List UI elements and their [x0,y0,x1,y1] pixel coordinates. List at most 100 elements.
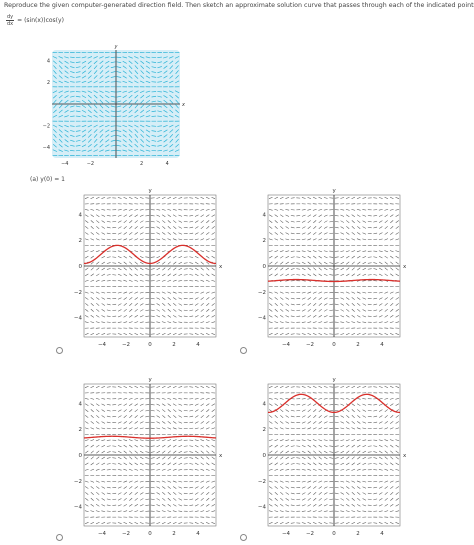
direction-arrow [373,262,378,264]
field-arrow [70,130,75,132]
direction-arrow [313,261,317,265]
field-arrow [122,115,128,118]
direction-arrow [345,250,350,253]
direction-arrow [307,297,311,300]
direction-arrow [134,297,138,300]
direction-arrow [95,250,100,253]
direction-arrow [117,333,122,335]
direction-arrow [123,398,128,400]
direction-arrow [85,267,89,271]
direction-arrow [101,333,106,335]
direction-arrow [367,410,372,412]
direction-arrow [378,486,383,489]
direction-arrow [362,510,367,512]
direction-arrow [173,492,177,495]
direction-arrow [90,491,94,495]
field-arrow [58,65,63,70]
direction-arrow [307,522,312,525]
direction-arrow [84,468,89,471]
direction-arrow [312,385,317,389]
direction-arrow [323,238,328,241]
x-tick-label: −4 [61,161,68,167]
direction-arrow [373,232,378,235]
direction-arrow [346,255,350,259]
direction-arrow [206,415,210,419]
direction-arrow [101,450,106,454]
direction-arrow [211,238,216,241]
direction-arrow [340,469,345,471]
direction-arrow [389,208,394,211]
direction-arrow [301,267,306,271]
x-tick-label: 2 [356,531,360,537]
direction-arrow [139,291,144,294]
direction-arrow [296,226,301,229]
direction-arrow [96,297,100,300]
direction-arrow [194,333,199,335]
reference-direction-field: xy−4 −2 2 442−2−4 [43,44,185,167]
direction-arrow [346,297,350,300]
direction-arrow [167,261,171,265]
field-arrow [58,99,63,104]
direction-arrow [357,421,361,424]
field-arrow [87,109,92,114]
direction-arrow [340,226,345,229]
direction-arrow [117,469,122,471]
direction-arrow [323,415,328,418]
direction-arrow [340,445,345,448]
field-arrow [87,129,92,133]
option-d-radio[interactable] [240,534,247,541]
direction-arrow [205,510,210,513]
direction-arrow [156,403,161,406]
direction-arrow [296,415,301,418]
direction-arrow [156,303,161,306]
direction-arrow [101,321,106,323]
direction-arrow [150,309,155,312]
direction-arrow [117,439,122,441]
direction-arrow [351,421,355,424]
field-arrow [110,115,116,117]
direction-arrow [323,498,328,501]
y-axis-label: y [333,377,337,383]
direction-arrow [189,492,194,495]
direction-arrow [206,308,210,312]
field-arrow [145,139,151,143]
direction-arrow [206,450,210,454]
direction-arrow [384,315,389,318]
direction-arrow [378,226,383,229]
direction-arrow [211,398,216,400]
direction-arrow [161,291,166,294]
direction-arrow [117,456,122,460]
direction-arrow [129,261,133,265]
direction-arrow [189,409,194,412]
field-arrow [157,71,162,74]
field-arrow [99,65,104,70]
direction-arrow [268,427,273,430]
direction-arrow [378,469,383,471]
direction-arrow [390,214,394,217]
direction-arrow [117,238,122,241]
direction-arrow [346,456,350,460]
direction-arrow [395,403,400,406]
direction-arrow [95,291,100,294]
direction-arrow [329,445,334,447]
direction-arrow [90,397,95,400]
direction-arrow [139,469,144,471]
field-arrow [70,95,75,98]
direction-arrow [150,215,155,217]
option-a-radio[interactable] [56,347,63,354]
option-b-radio[interactable] [240,347,247,354]
field-arrow [163,56,168,59]
field-arrow [52,124,58,128]
option-c-radio[interactable] [56,534,63,541]
direction-arrow [206,486,210,489]
direction-arrow [301,498,306,501]
direction-arrow [357,486,361,489]
direction-arrow [395,415,399,418]
direction-arrow [189,303,194,306]
direction-arrow [95,510,100,513]
x-tick-label: −4 [98,342,107,348]
field-arrow [70,76,75,78]
direction-arrow [150,457,155,459]
direction-arrow [313,267,317,271]
direction-arrow [323,504,328,507]
